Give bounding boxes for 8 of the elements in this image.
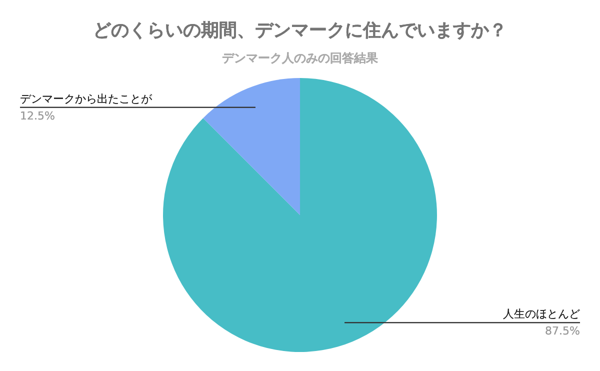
chart-title: どのくらいの期間、デンマークに住んでいますか？	[93, 20, 507, 41]
pie-slice	[163, 78, 437, 352]
data-label: 12.5%	[20, 109, 55, 122]
slice-label: デンマークから出たことが	[20, 92, 153, 106]
chart-subtitle: デンマーク人のみの回答結果	[222, 51, 379, 65]
data-label: 87.5%	[545, 324, 580, 338]
slice-label: 人生のほとんど	[503, 308, 580, 321]
pie-slice	[203, 78, 300, 215]
